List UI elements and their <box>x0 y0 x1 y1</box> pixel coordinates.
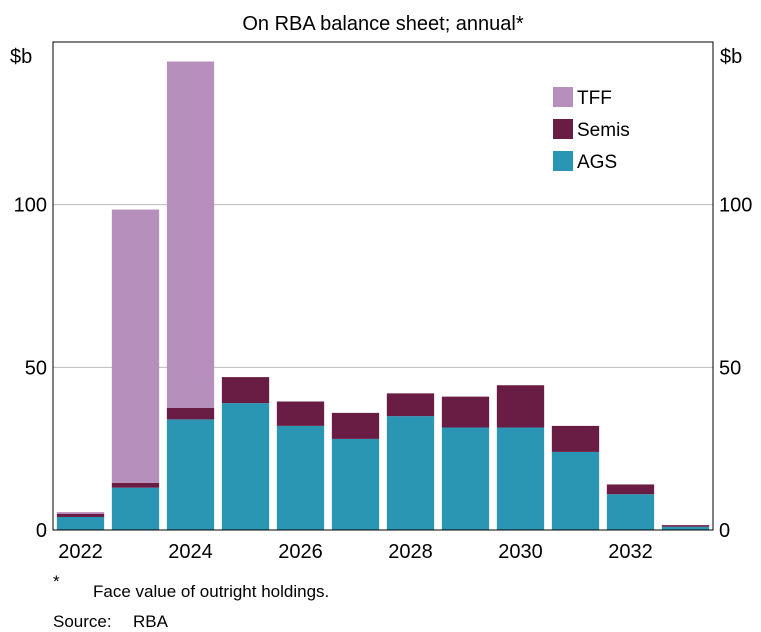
legend-swatch-ags <box>553 151 573 171</box>
y-tick-labels: 0 0 50 50 100 100 <box>14 195 753 542</box>
bar-tff-2024 <box>166 61 215 409</box>
bar-tff-2023 <box>111 209 160 483</box>
bar-ags-2027 <box>331 438 380 530</box>
x-tick-label: 2024 <box>168 541 213 563</box>
y-tick-label-right: 100 <box>719 195 752 217</box>
bar-ags-2024 <box>166 419 215 530</box>
y-tick-label-left: 50 <box>25 357 47 379</box>
bar-tff-2022 <box>56 512 105 514</box>
bar-ags-2030 <box>496 427 545 530</box>
footnote-mark: * <box>53 572 60 591</box>
x-tick-label: 2022 <box>58 541 103 563</box>
bar-semis-2027 <box>331 412 380 439</box>
bar-semis-2030 <box>496 385 545 428</box>
bar-ags-2029 <box>441 427 490 530</box>
stacked-bar-chart: On RBA balance sheet; annual* $b $b 0 0 50… <box>10 13 753 563</box>
y-tick-label-left: 100 <box>14 195 47 217</box>
legend-swatch-tff <box>553 87 573 107</box>
bar-semis-2028 <box>386 393 435 417</box>
bar-ags-2032 <box>606 494 655 530</box>
footnote-text: Face value of outright holdings. <box>93 582 330 601</box>
legend-label-tff: TFF <box>577 88 612 109</box>
y-unit-left: $b <box>10 46 32 68</box>
legend-label-ags: AGS <box>577 152 617 173</box>
bar-semis-2023 <box>111 482 160 488</box>
chart-title: On RBA balance sheet; annual* <box>242 13 524 35</box>
bars <box>56 61 710 530</box>
gridlines <box>53 204 713 368</box>
bar-ags-2028 <box>386 416 435 530</box>
y-tick-label-left: 0 <box>36 520 47 542</box>
x-tick-label: 2032 <box>608 541 653 563</box>
y-tick-label-right: 50 <box>719 357 741 379</box>
source-value: RBA <box>133 612 168 631</box>
bar-ags-2025 <box>221 403 270 530</box>
x-tick-label: 2028 <box>388 541 433 563</box>
bar-semis-2022 <box>56 513 105 517</box>
bar-ags-2022 <box>56 516 105 530</box>
plot-frame <box>52 41 714 531</box>
x-tick-labels: 2022 2024 2026 2028 2030 2032 <box>58 541 653 563</box>
bar-ags-2033 <box>661 526 710 530</box>
bar-semis-2024 <box>166 408 215 420</box>
x-tick-label: 2026 <box>278 541 323 563</box>
bar-ags-2023 <box>111 487 160 530</box>
legend: TFF Semis AGS <box>553 87 630 173</box>
legend-swatch-semis <box>553 119 573 139</box>
bar-semis-2033 <box>661 525 710 527</box>
bar-semis-2032 <box>606 484 655 495</box>
bar-ags-2031 <box>551 451 600 530</box>
y-unit-right: $b <box>720 46 742 68</box>
y-tick-label-right: 0 <box>719 520 730 542</box>
source-label: Source: <box>53 612 112 631</box>
bar-ags-2026 <box>276 425 325 530</box>
bar-semis-2025 <box>221 377 270 404</box>
x-tick-label: 2030 <box>498 541 543 563</box>
bar-semis-2026 <box>276 401 325 426</box>
legend-label-semis: Semis <box>577 120 630 141</box>
bar-semis-2029 <box>441 396 490 428</box>
bar-semis-2031 <box>551 425 600 452</box>
